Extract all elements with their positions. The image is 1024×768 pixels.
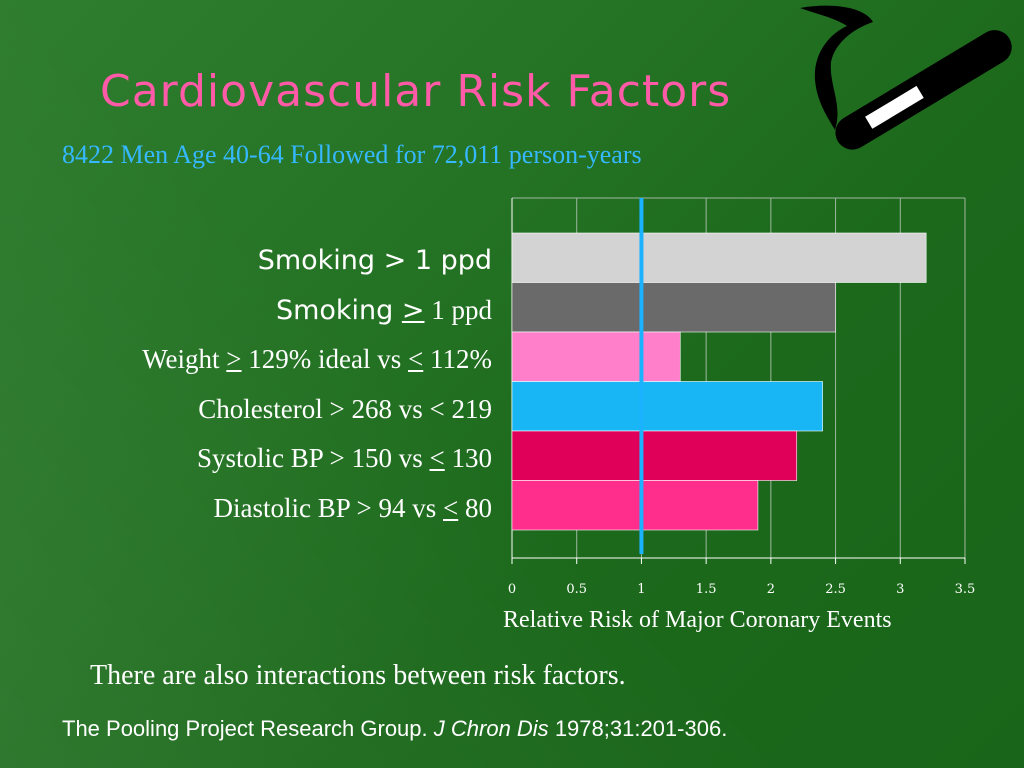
bar (511, 430, 798, 481)
category-labels: Smoking > 1 ppd Smoking > 1 ppd Weight >… (20, 236, 492, 533)
label-cholesterol: Cholesterol > 268 vs < 219 (198, 393, 492, 424)
x-tick-label: 1 (637, 582, 645, 597)
citation: The Pooling Project Research Group. J Ch… (62, 716, 728, 741)
x-tick-label: 3.5 (955, 582, 976, 597)
cigarette-icon (800, 5, 1012, 150)
x-tick-label: 0.5 (566, 582, 587, 597)
bar (511, 331, 681, 382)
interactions-note: There are also interactions between risk… (90, 660, 626, 691)
x-axis-label: Relative Risk of Major Coronary Events (503, 607, 892, 633)
x-tick-label: 2 (767, 582, 775, 597)
label-diastolic-bp: Diastolic BP > 94 vs < 80 (213, 492, 492, 523)
label-weight: Weight > 129% ideal vs < 112% (142, 344, 492, 374)
label-smoking-at-least-1ppd: Smoking > 1 ppd (275, 294, 492, 326)
x-tick-label: 2.5 (825, 582, 846, 597)
x-tick-label: 3 (896, 582, 904, 597)
slide-subtitle: 8422 Men Age 40-64 Followed for 72,011 p… (62, 140, 642, 169)
slide-title: Cardiovascular Risk Factors (100, 66, 732, 117)
bar (511, 232, 927, 283)
label-systolic-bp: Systolic BP > 150 vs < 130 (196, 443, 492, 473)
x-tick-label: 0 (508, 582, 516, 597)
x-tick-label: 1.5 (696, 582, 717, 597)
bar (511, 480, 759, 531)
label-smoking-over-1ppd: Smoking > 1 ppd (257, 245, 492, 276)
bar (511, 381, 823, 432)
relative-risk-bar-chart: 0 0.5 1 1.5 2 2.5 3 3.5 (508, 197, 976, 597)
bar (511, 282, 836, 333)
